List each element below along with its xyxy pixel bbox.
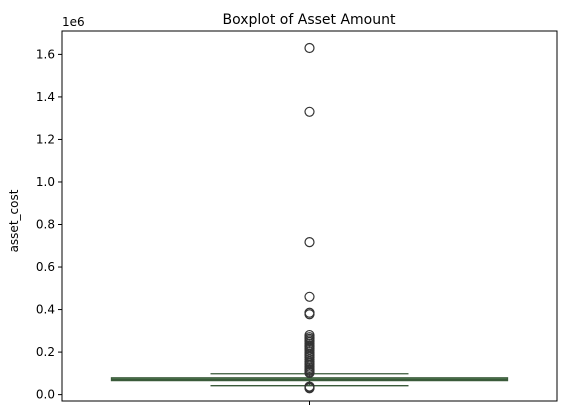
outlier-point: [304, 237, 315, 248]
y-offset-label: 1e6: [62, 15, 85, 29]
outlier-point: [304, 106, 315, 117]
chart-title: Boxplot of Asset Amount: [223, 12, 396, 28]
outlier-point: [304, 42, 315, 54]
y-tick-label: 1.4: [36, 90, 55, 104]
y-tick-label: 0.6: [36, 260, 55, 274]
outlier-point: [304, 383, 315, 394]
y-tick-label: 0.2: [36, 345, 55, 359]
y-tick-label: 0.4: [36, 303, 55, 317]
y-axis-label: asset_cost: [7, 189, 21, 252]
y-tick-label: 1.6: [36, 47, 55, 61]
y-axis: 0.0 0.2 0.4 0.6 0.8 1.0 1.2 1.4 1.6: [36, 47, 310, 405]
y-tick-label: 0.0: [36, 388, 55, 402]
outlier-point: [304, 291, 315, 302]
plot-area: [110, 42, 509, 394]
outlier-point: [304, 309, 315, 320]
y-tick-label: 1.0: [36, 175, 55, 189]
y-tick-label: 0.8: [36, 218, 55, 232]
outlier-point: [304, 367, 315, 379]
y-tick-label: 1.2: [36, 132, 55, 146]
